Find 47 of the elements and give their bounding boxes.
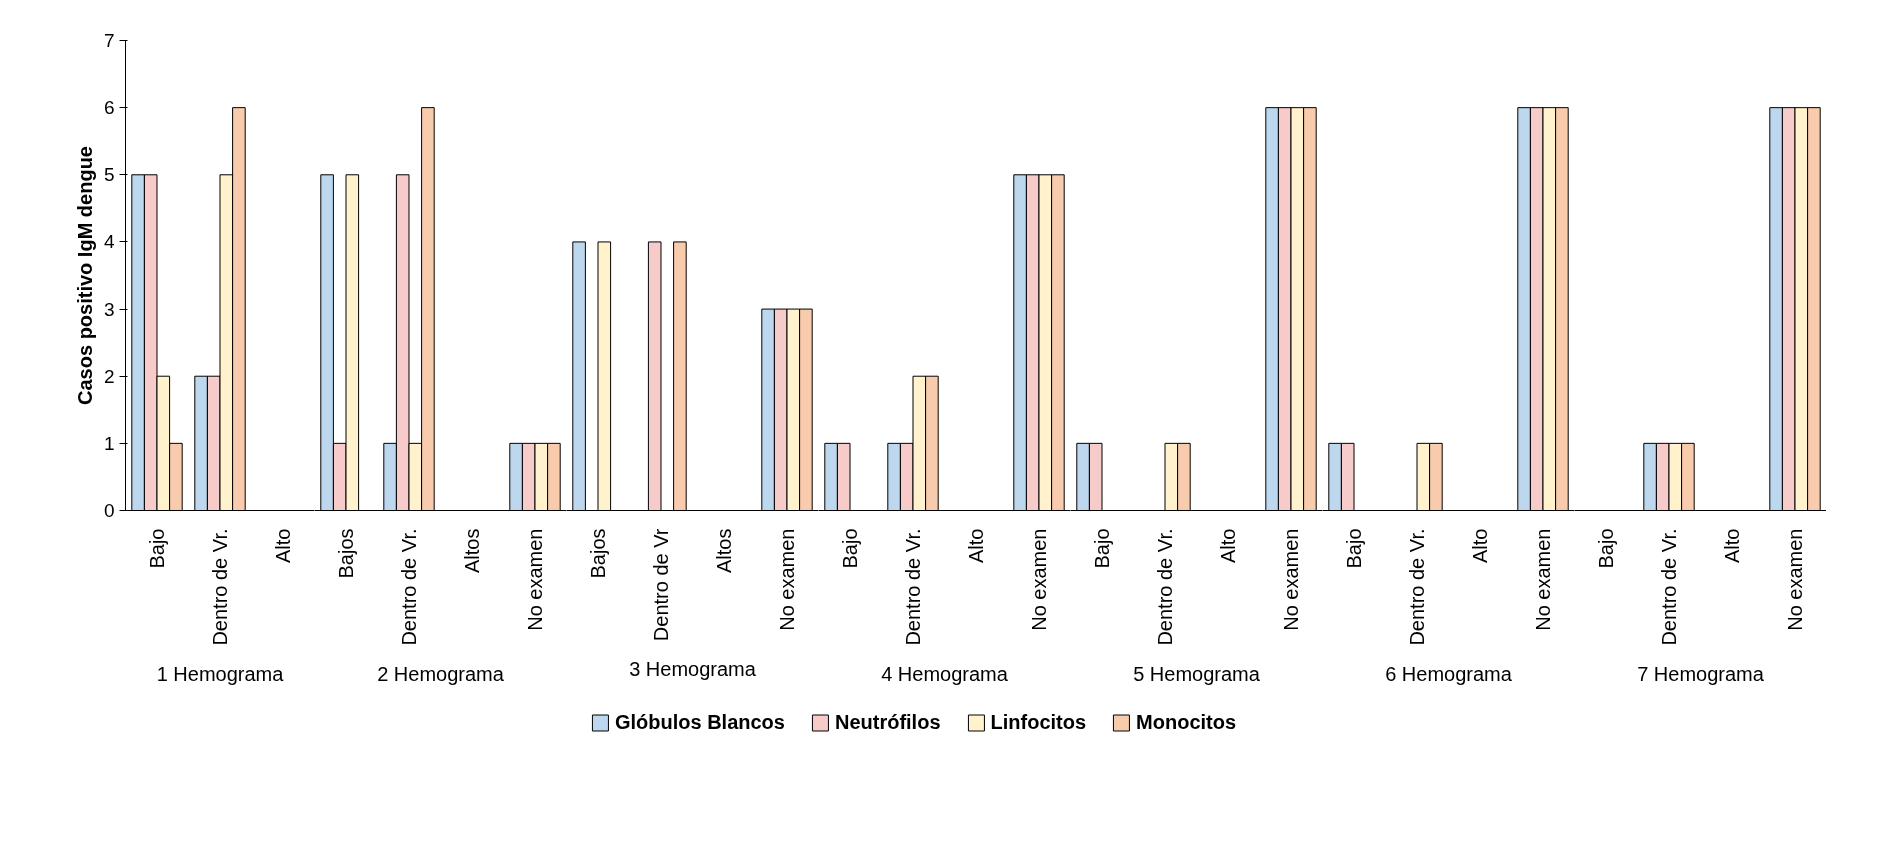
x-tick-label: Bajo: [1343, 528, 1365, 569]
x-tick-label: Alto: [1217, 528, 1239, 563]
y-tick-label: 4: [103, 231, 115, 253]
x-axis-title: 1 Hemograma: [156, 662, 285, 685]
y-tick-label: 0: [103, 500, 115, 521]
x-axis-title: 5 Hemograma: [1133, 662, 1261, 685]
x-tick-label: No examen: [524, 528, 546, 631]
x-tick-label: Dentro de Vr.: [902, 528, 924, 646]
x-tick-label: Dentro de Vr.: [1154, 528, 1176, 646]
x-tick-label: Alto: [272, 528, 294, 563]
x-tick-label: No examen: [1280, 528, 1302, 631]
x-tick-label: Dentro de Vr.: [209, 528, 231, 646]
x-tick-label: Bajo: [1091, 528, 1113, 569]
y-tick-label: 5: [103, 164, 115, 186]
legend-label: Monocitos: [1136, 710, 1237, 734]
x-tick-label: Alto: [965, 528, 987, 563]
y-tick-label: 3: [103, 298, 115, 320]
x-axis-title: 3 Hemograma: [629, 658, 757, 681]
x-tick-label: Altos: [461, 528, 483, 573]
x-tick-label: Bajo: [839, 528, 861, 569]
legend-label: Glóbulos Blancos: [614, 710, 785, 734]
x-tick-label: Dentro de Vr.: [1406, 528, 1428, 646]
x-tick-label: Altos: [713, 528, 735, 573]
x-tick-label: Bajo: [1595, 528, 1617, 569]
x-tick-label: Dentro de Vr.: [1658, 528, 1680, 646]
y-tick-label: 1: [103, 432, 115, 454]
x-tick-label: Alto: [1721, 528, 1743, 563]
x-axis-title: 4 Hemograma: [881, 662, 1009, 685]
y-tick-label: 7: [103, 30, 115, 51]
x-tick-label: Alto: [1469, 528, 1491, 563]
y-tick-label: 2: [103, 365, 115, 387]
x-axis-title: 6 Hemograma: [1385, 662, 1513, 685]
x-tick-label: No examen: [1784, 528, 1806, 631]
legend-label: Linfocitos: [990, 710, 1087, 734]
x-tick-label: Dentro de Vr: [650, 528, 672, 642]
y-tick-label: 6: [103, 97, 115, 119]
legend-label: Neutrófilos: [834, 710, 941, 734]
x-tick-label: Dentro de Vr.: [398, 528, 420, 646]
x-tick-label: Bajos: [587, 528, 609, 579]
x-tick-label: Bajos: [335, 528, 357, 579]
x-axis-title: 2 Hemograma: [377, 662, 505, 685]
x-tick-label: No examen: [1532, 528, 1554, 631]
x-axis-title: 7 Hemograma: [1637, 662, 1765, 685]
x-tick-label: No examen: [1028, 528, 1050, 631]
x-tick-label: Bajo: [146, 528, 168, 569]
y-axis-title: Casos positivo IgM dengue: [73, 146, 96, 405]
x-tick-label: No examen: [776, 528, 798, 631]
